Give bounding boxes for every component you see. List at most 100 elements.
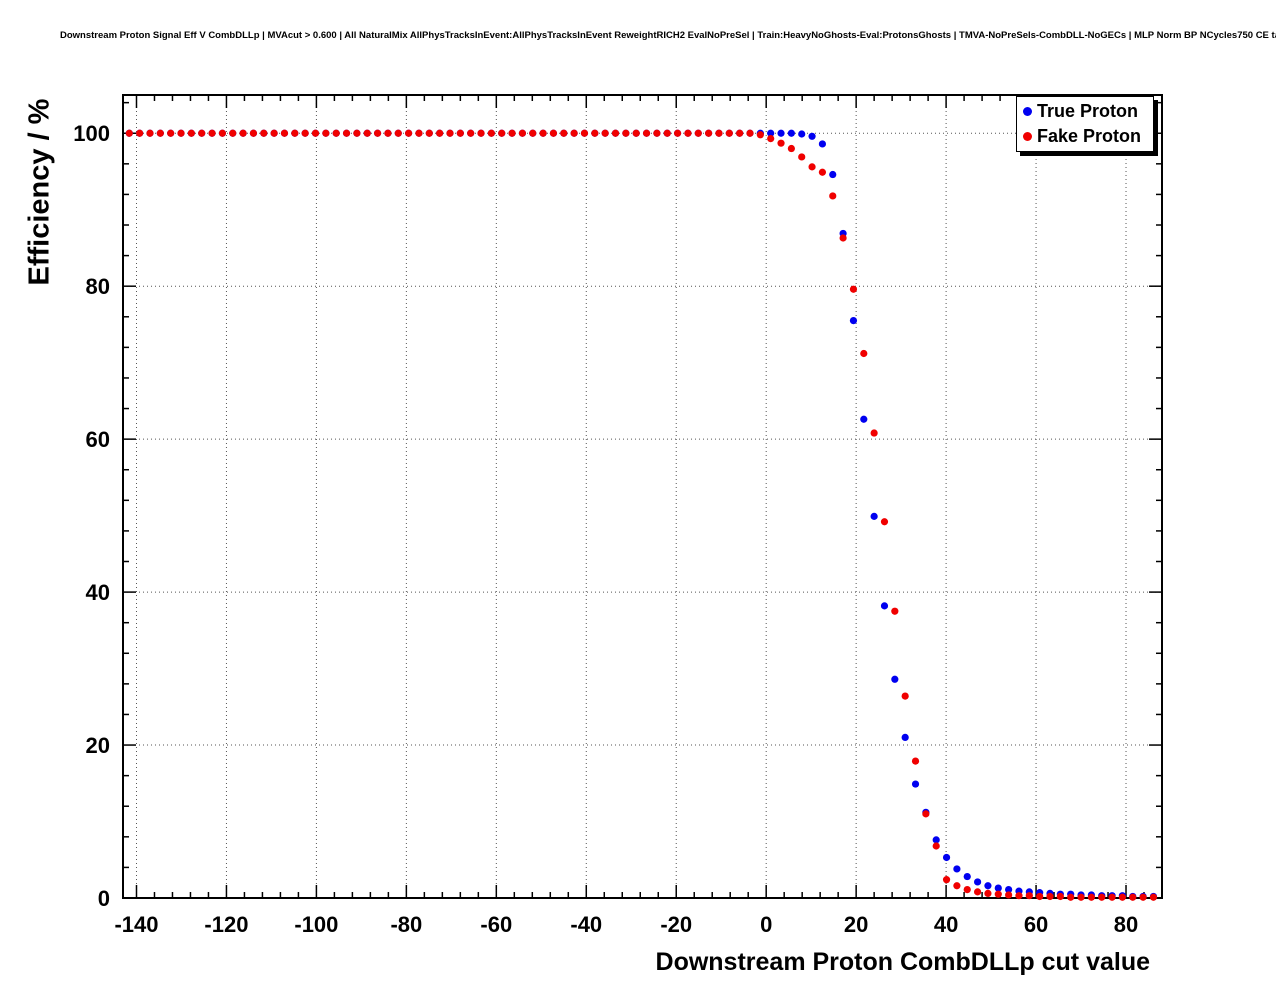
- data-point: [1139, 893, 1147, 901]
- data-point: [787, 129, 795, 137]
- data-point: [911, 757, 920, 765]
- data-point: [746, 129, 754, 137]
- gridlines: [123, 95, 1162, 899]
- data-point: [994, 884, 1002, 892]
- x-axis-label: Downstream Proton CombDLLp cut value: [655, 948, 1150, 976]
- data-point: [953, 865, 961, 873]
- true-proton-marker-icon: [1023, 107, 1032, 116]
- data-point: [1149, 893, 1158, 901]
- data-point: [611, 129, 620, 137]
- data-point: [808, 132, 816, 140]
- tick-labels: -140 -120 -100 -80 -60 -40 -20 0 20 40 60 80 0 20 40 60…: [73, 121, 1138, 937]
- data-point: [798, 130, 806, 138]
- plot-title: Downstream Proton Signal Eff V CombDLLp …: [60, 30, 1276, 41]
- data-point: [705, 129, 713, 137]
- data-point: [167, 129, 175, 137]
- x-tick-label: -120: [204, 912, 248, 937]
- data-point: [177, 129, 185, 137]
- data-point: [1005, 885, 1013, 894]
- data-point: [518, 129, 527, 137]
- data-point: [311, 129, 320, 137]
- data-point: [829, 192, 837, 200]
- x-tick-label: 40: [934, 912, 958, 937]
- data-point: [1046, 892, 1054, 901]
- data-point: [384, 129, 392, 137]
- legend-label: Fake Proton: [1037, 126, 1142, 146]
- data-point: [353, 129, 361, 137]
- fake-proton-marker-icon: [1023, 132, 1032, 141]
- data-point: [1098, 893, 1106, 901]
- data-point: [477, 129, 485, 137]
- data-point: [839, 234, 847, 242]
- data-point: [984, 889, 992, 898]
- data-point: [539, 129, 547, 137]
- axis-ticks: [123, 95, 1163, 899]
- y-tick-label: 0: [98, 886, 110, 911]
- data-point: [229, 129, 237, 137]
- data-point: [270, 129, 278, 137]
- data-point: [560, 129, 568, 137]
- data-point: [1087, 893, 1095, 901]
- data-point: [405, 129, 413, 137]
- data-point: [808, 163, 816, 171]
- data-point: [767, 129, 775, 137]
- data-point: [373, 129, 382, 137]
- data-point: [911, 780, 920, 788]
- legend: True Proton Fake Proton: [1016, 96, 1154, 152]
- data-point: [363, 129, 371, 137]
- y-tick-label: 60: [86, 427, 110, 452]
- data-point: [673, 129, 682, 137]
- data-point: [591, 129, 599, 137]
- data-point: [829, 170, 837, 179]
- data-point: [942, 876, 951, 884]
- data-point: [1025, 892, 1033, 900]
- data-point: [146, 129, 154, 137]
- y-tick-label: 80: [86, 274, 110, 299]
- data-point: [973, 878, 982, 886]
- data-point: [342, 129, 351, 137]
- data-point: [436, 129, 444, 137]
- data-point: [125, 129, 133, 137]
- data-point: [570, 129, 578, 137]
- data-point: [622, 129, 630, 137]
- x-tick-label: -60: [480, 912, 512, 937]
- data-point: [508, 129, 516, 137]
- data-point: [818, 168, 827, 176]
- data-point: [498, 129, 506, 137]
- data-point: [901, 733, 909, 742]
- data-point: [694, 129, 702, 137]
- data-point: [601, 129, 609, 137]
- data-point: [239, 129, 247, 137]
- data-point: [446, 129, 454, 137]
- data-point: [1005, 891, 1013, 899]
- data-point: [642, 129, 651, 137]
- data-point: [942, 853, 951, 862]
- data-point: [891, 607, 899, 615]
- data-point: [963, 872, 971, 881]
- x-tick-label: 20: [844, 912, 868, 937]
- x-tick-label: -140: [114, 912, 158, 937]
- data-point: [870, 429, 878, 437]
- data-point: [880, 518, 889, 526]
- data-point: [280, 129, 289, 137]
- x-tick-label: -80: [390, 912, 422, 937]
- data-point: [756, 131, 764, 139]
- data-point: [725, 129, 733, 137]
- legend-entry-fake-proton: Fake Proton: [1017, 124, 1153, 149]
- data-point: [973, 888, 982, 896]
- data-point: [663, 129, 671, 137]
- data-point: [715, 129, 723, 137]
- data-point: [136, 129, 144, 137]
- data-point: [332, 129, 340, 137]
- data-point: [1056, 892, 1064, 901]
- data-point: [1077, 893, 1085, 901]
- data-point: [187, 129, 195, 137]
- data-point: [963, 885, 971, 894]
- data-point: [529, 129, 537, 137]
- data-point: [249, 129, 258, 137]
- series-true-proton: [125, 129, 1158, 901]
- data-point: [870, 512, 878, 520]
- legend-entry-true-proton: True Proton: [1017, 99, 1153, 124]
